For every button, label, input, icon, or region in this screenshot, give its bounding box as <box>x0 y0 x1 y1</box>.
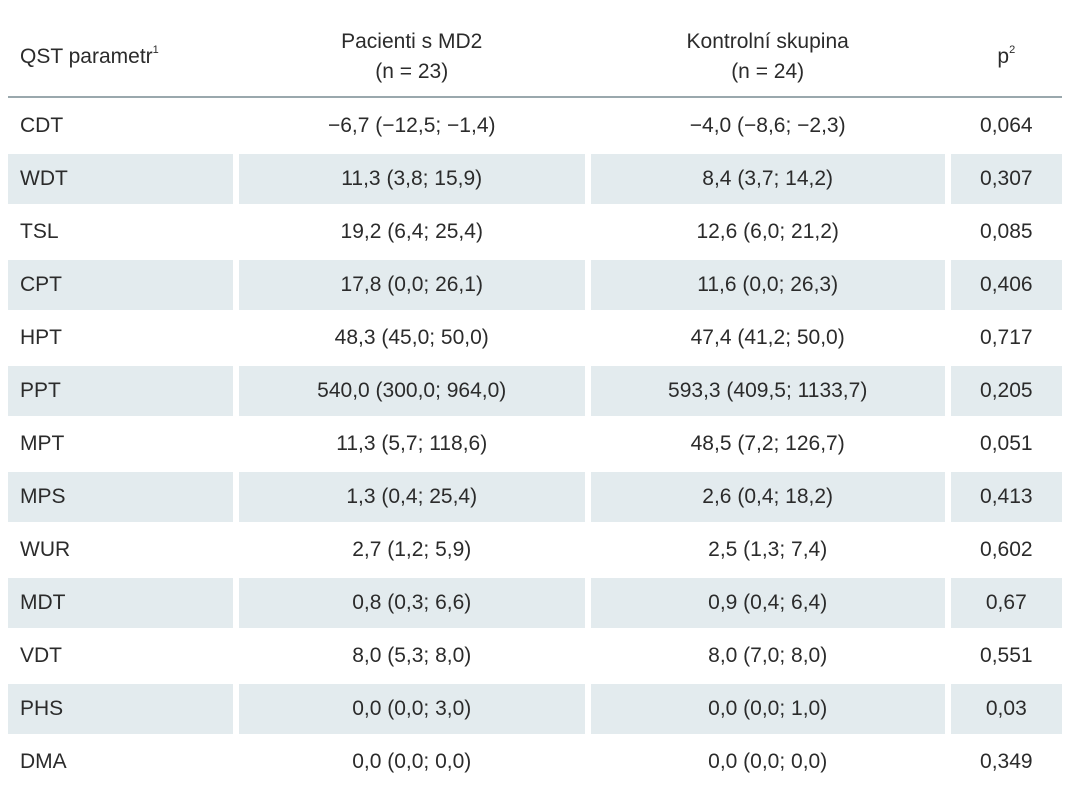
md2-cell: 8,0 (5,3; 8,0) <box>352 644 472 667</box>
param-cell: PHS <box>8 684 233 734</box>
control-cell: 0,9 (0,4; 6,4) <box>590 578 945 628</box>
table-row: MPT 11,3 (5,7; 118,6) 48,5 (7,2; 126,7) … <box>8 419 1062 469</box>
param-cell: WUR <box>20 538 71 561</box>
table-header: QST parametr1 Pacienti s MD2 (n = 23) Ko… <box>8 18 1062 98</box>
control-cell: 8,4 (3,7; 14,2) <box>590 154 945 204</box>
qst-table: QST parametr1 Pacienti s MD2 (n = 23) Ko… <box>8 18 1062 790</box>
control-cell: 0,0 (0,0; 0,0) <box>708 750 828 773</box>
control-cell: 2,5 (1,3; 7,4) <box>708 538 828 561</box>
param-cell: VDT <box>20 644 62 667</box>
param-cell: DMA <box>20 750 67 773</box>
md2-cell: −6,7 (−12,5; −1,4) <box>327 114 496 137</box>
md2-cell: 19,2 (6,4; 25,4) <box>340 220 483 243</box>
md2-cell: 11,3 (5,7; 118,6) <box>336 432 488 455</box>
param-cell: TSL <box>20 220 59 243</box>
table-row: DMA 0,0 (0,0; 0,0) 0,0 (0,0; 0,0) 0,349 <box>8 737 1062 787</box>
table-row: PHS 0,0 (0,0; 3,0) 0,0 (0,0; 1,0) 0,03 <box>8 684 1062 734</box>
param-cell: PPT <box>8 366 233 416</box>
table-body: CDT −6,7 (−12,5; −1,4) −4,0 (−8,6; −2,3)… <box>8 101 1062 787</box>
header-control-group: Kontrolní skupina (n = 24) <box>591 18 945 96</box>
header-control-title: Kontrolní skupina <box>686 30 849 53</box>
table-row: WUR 2,7 (1,2; 5,9) 2,5 (1,3; 7,4) 0,602 <box>8 525 1062 575</box>
table-row: TSL 19,2 (6,4; 25,4) 12,6 (6,0; 21,2) 0,… <box>8 207 1062 257</box>
control-cell: 48,5 (7,2; 126,7) <box>690 432 845 455</box>
table-row: HPT 48,3 (45,0; 50,0) 47,4 (41,2; 50,0) … <box>8 313 1062 363</box>
param-cell: MPS <box>8 472 233 522</box>
control-cell: 0,0 (0,0; 1,0) <box>590 684 945 734</box>
control-cell: 593,3 (409,5; 1133,7) <box>590 366 945 416</box>
param-cell: CPT <box>8 260 233 310</box>
control-cell: 47,4 (41,2; 50,0) <box>690 326 845 349</box>
header-p-footnote: 2 <box>1009 44 1016 56</box>
header-p-value: p2 <box>951 18 1062 96</box>
param-cell: MPT <box>20 432 65 455</box>
table-row: CDT −6,7 (−12,5; −1,4) −4,0 (−8,6; −2,3)… <box>8 101 1062 151</box>
p-cell: 0,205 <box>950 366 1062 416</box>
control-cell: −4,0 (−8,6; −2,3) <box>689 114 846 137</box>
control-cell: 2,6 (0,4; 18,2) <box>590 472 945 522</box>
table-row: PPT 540,0 (300,0; 964,0) 593,3 (409,5; 1… <box>8 366 1062 416</box>
header-md2-title: Pacienti s MD2 <box>341 30 483 53</box>
param-cell: WDT <box>8 154 233 204</box>
p-cell: 0,602 <box>980 538 1033 561</box>
header-param-footnote: 1 <box>152 44 159 56</box>
p-cell: 0,406 <box>950 260 1062 310</box>
control-cell: 12,6 (6,0; 21,2) <box>696 220 839 243</box>
table-row: MPS 1,3 (0,4; 25,4) 2,6 (0,4; 18,2) 0,41… <box>8 472 1062 522</box>
param-cell: HPT <box>20 326 62 349</box>
md2-cell: 48,3 (45,0; 50,0) <box>334 326 489 349</box>
p-cell: 0,085 <box>980 220 1033 243</box>
table-row: VDT 8,0 (5,3; 8,0) 8,0 (7,0; 8,0) 0,551 <box>8 631 1062 681</box>
md2-cell: 2,7 (1,2; 5,9) <box>352 538 472 561</box>
p-cell: 0,064 <box>980 114 1033 137</box>
md2-cell: 1,3 (0,4; 25,4) <box>238 472 585 522</box>
p-cell: 0,349 <box>980 750 1033 773</box>
header-p-label: p <box>997 45 1010 68</box>
control-cell: 8,0 (7,0; 8,0) <box>708 644 828 667</box>
header-param-label: QST parametr <box>20 45 153 68</box>
md2-cell: 17,8 (0,0; 26,1) <box>238 260 585 310</box>
table-row: MDT 0,8 (0,3; 6,6) 0,9 (0,4; 6,4) 0,67 <box>8 578 1062 628</box>
p-cell: 0,051 <box>980 432 1033 455</box>
md2-cell: 11,3 (3,8; 15,9) <box>238 154 585 204</box>
p-cell: 0,551 <box>980 644 1033 667</box>
param-cell: MDT <box>8 578 233 628</box>
header-md2-patients: Pacienti s MD2 (n = 23) <box>239 18 585 96</box>
header-md2-n: (n = 23) <box>375 60 449 83</box>
header-param: QST parametr1 <box>8 18 233 96</box>
p-cell: 0,03 <box>950 684 1062 734</box>
control-cell: 11,6 (0,0; 26,3) <box>590 260 945 310</box>
param-cell: CDT <box>20 114 64 137</box>
p-cell: 0,413 <box>950 472 1062 522</box>
header-control-n: (n = 24) <box>731 60 805 83</box>
table-row: CPT 17,8 (0,0; 26,1) 11,6 (0,0; 26,3) 0,… <box>8 260 1062 310</box>
p-cell: 0,717 <box>980 326 1033 349</box>
md2-cell: 540,0 (300,0; 964,0) <box>238 366 585 416</box>
p-cell: 0,67 <box>950 578 1062 628</box>
p-cell: 0,307 <box>950 154 1062 204</box>
md2-cell: 0,0 (0,0; 3,0) <box>238 684 585 734</box>
table-row: WDT 11,3 (3,8; 15,9) 8,4 (3,7; 14,2) 0,3… <box>8 154 1062 204</box>
md2-cell: 0,8 (0,3; 6,6) <box>238 578 585 628</box>
md2-cell: 0,0 (0,0; 0,0) <box>352 750 472 773</box>
